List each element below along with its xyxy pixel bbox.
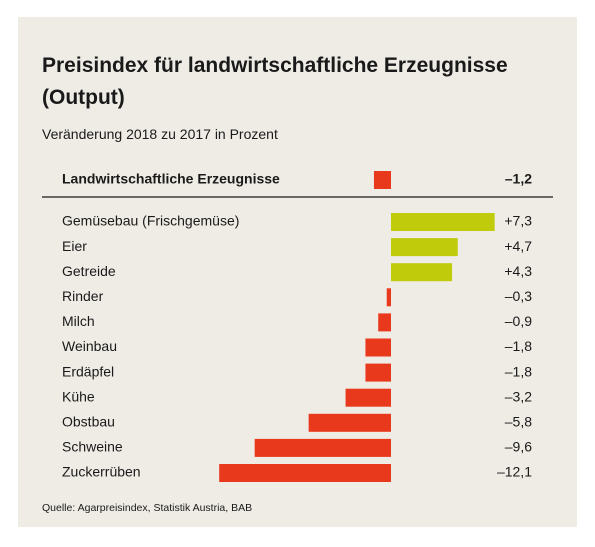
category-label: Rinder [62,288,104,304]
source: Quelle: Agarpreisindex, Statistik Austri… [42,502,252,514]
chart-title: Preisindex für landwirtschaftliche Erzeu… [42,54,508,109]
bar [378,313,391,332]
value-label: +7,3 [504,213,532,229]
category-label: Zuckerrüben [62,464,141,480]
value-label: –3,2 [505,388,532,404]
bar [345,388,391,407]
bar [391,263,453,282]
category-label: Weinbau [62,338,117,354]
bar [365,363,391,382]
chart-subtitle: Veränderung 2018 zu 2017 in Prozent [42,126,278,142]
bar [365,338,391,357]
value-label: –1,8 [505,363,532,379]
value-label: –5,8 [505,414,532,430]
bar [219,464,391,482]
category-label: Kühe [62,388,95,404]
bar [391,238,458,257]
bar [386,288,391,307]
total-label: Landwirtschaftliche Erzeugnisse [62,171,280,187]
value-label: +4,7 [504,238,532,254]
total-value-label: –1,2 [505,171,532,187]
value-label: –9,6 [505,439,532,455]
category-label: Schweine [62,439,123,455]
category-label: Milch [62,313,95,329]
category-label: Obstbau [62,414,115,430]
value-label: +4,3 [504,263,532,279]
bar [373,171,391,189]
bar [254,438,391,457]
value-label: –0,3 [505,288,532,304]
category-label: Gemüsebau (Frischgemüse) [62,213,239,229]
category-label: Erdäpfel [62,363,114,379]
value-label: –12,1 [497,464,532,480]
category-label: Eier [62,238,87,254]
bar [391,213,495,231]
value-label: –0,9 [505,313,532,329]
value-label: –1,8 [505,338,532,354]
bar [308,413,391,432]
category-label: Getreide [62,263,116,279]
